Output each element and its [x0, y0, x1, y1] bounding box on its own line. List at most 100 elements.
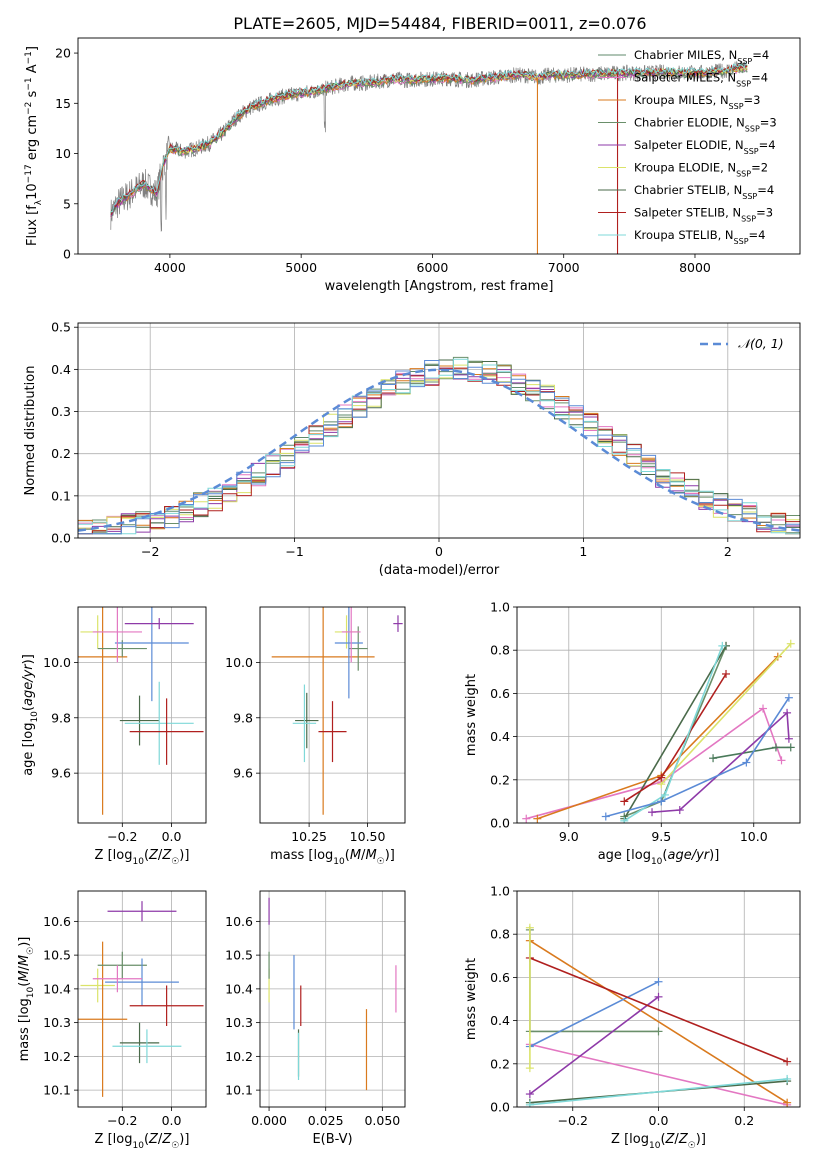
legend-entry: Salpeter MILES, NSSP=4	[634, 71, 768, 89]
x-tick-label: 0.000	[251, 1113, 287, 1128]
y-tick-label: 1.0	[490, 884, 510, 899]
x-tick-label: 10.50	[350, 829, 386, 844]
y-tick-label: 0.3	[51, 404, 71, 419]
mass-weight-line	[605, 697, 790, 818]
mass-weight-vs-metallicity-panel: −0.2 0.0 0.2 0.0 0.2 0.4 0.6 0.8 1.0 Z [log10(Z/Z…	[464, 884, 801, 1151]
age-vs-mass-panel: 10.25 10.50 9.6 9.8 10.0 mass [log10(M/M☉)]	[225, 606, 406, 867]
legend-entry: Kroupa STELIB, NSSP=4	[634, 228, 765, 246]
y-tick-label: 10.1	[43, 1083, 71, 1098]
mass-weight-line	[525, 707, 783, 820]
x-axis-label: (data-model)/error	[379, 563, 500, 578]
y-tick-label: 10.6	[225, 914, 253, 929]
axes-frame	[77, 322, 801, 539]
y-tick-label: 9.6	[233, 766, 253, 781]
mass-weight-line	[529, 1043, 788, 1106]
y-tick-label: 9.8	[233, 710, 253, 725]
y-tick-label: 10.3	[43, 1015, 71, 1030]
y-tick-label: 0.4	[490, 1013, 510, 1028]
x-tick-label: 0.0	[162, 1113, 182, 1128]
y-tick-label: 10.4	[225, 981, 253, 996]
y-axis-label: mass [log10(M/M☉)]	[17, 937, 36, 1062]
y-tick-label: 1.0	[490, 600, 510, 615]
x-tick-label: 8000	[679, 260, 711, 275]
y-tick-label: 0.0	[490, 1100, 510, 1115]
x-tick-label: 1	[579, 544, 587, 559]
x-tick-label: −2	[141, 544, 159, 559]
mass-weight-line	[529, 980, 659, 1048]
axes-frame	[259, 890, 406, 1108]
legend-entry: Chabrier MILES, NSSP=4	[634, 48, 769, 66]
y-axis-label: Normed distribution	[23, 366, 38, 496]
y-tick-label: 0.8	[490, 643, 510, 658]
y-tick-label: 0.4	[490, 729, 510, 744]
y-axis-label: mass weight	[464, 674, 479, 756]
legend-entry: Salpeter ELODIE, NSSP=4	[634, 138, 776, 156]
axes-frame	[516, 606, 801, 824]
y-tick-label: 10.1	[225, 1083, 253, 1098]
plot-area	[78, 607, 204, 815]
mass-weight-line	[529, 940, 788, 1104]
x-tick-label: 0.2	[734, 1113, 754, 1128]
x-axis-label: mass [log10(M/M☉)]	[270, 848, 395, 867]
legend-entry: Kroupa MILES, NSSP=3	[634, 93, 760, 111]
y-tick-label: 0	[63, 247, 71, 262]
axes-frame	[77, 890, 207, 1108]
residual-histogram-step	[78, 358, 800, 535]
y-axis-label: age [log10(age/yr)]	[21, 654, 40, 776]
mass-vs-metallicity-panel: −0.2 0.0 10.1 10.2 10.3 10.4 10.5 10.6 Z [log10(…	[17, 890, 207, 1151]
y-tick-label: 0.8	[490, 927, 510, 942]
axes-frame	[516, 890, 801, 1108]
plot-area	[525, 923, 792, 1107]
axes-frame	[259, 606, 406, 824]
normal-distribution-curve	[78, 368, 800, 532]
y-tick-label: 0.5	[51, 320, 71, 335]
axes-frame	[77, 37, 801, 255]
y-tick-label: 9.8	[51, 710, 71, 725]
x-axis-label: Z [log10(Z/Z☉)]	[611, 1132, 706, 1151]
y-tick-label: 15	[55, 96, 71, 111]
x-axis-label: age [log10(age/yr)]	[598, 848, 720, 867]
mass-vs-extinction-panel: 0.000 0.025 0.050 10.1 10.2 10.3 10.4 10.5 10.6 E…	[225, 890, 406, 1147]
x-tick-label: 4000	[154, 260, 186, 275]
y-tick-label: 10.3	[225, 1015, 253, 1030]
mass-weight-line	[529, 957, 788, 1063]
y-tick-label: 10.0	[225, 655, 253, 670]
y-axis-label: Flux [fλ10−17 erg cm−2 s−1 A−1]	[24, 46, 44, 246]
y-axis-label: mass weight	[464, 958, 479, 1040]
plot-area	[522, 639, 795, 823]
x-axis-label: E(B-V)	[312, 1132, 352, 1147]
y-tick-label: 10.0	[43, 655, 71, 670]
y-tick-label: 10	[55, 146, 71, 161]
legend-entry: 𝒩(0, 1)	[738, 336, 784, 351]
x-tick-label: 10.0	[740, 829, 768, 844]
plot-area	[271, 607, 403, 815]
y-tick-label: 0.6	[490, 686, 510, 701]
mass-weight-line	[529, 1078, 788, 1106]
age-vs-metallicity-panel: −0.2 0.0 9.6 9.8 10.0 Z [log10(Z/Z☉)] age [log…	[21, 606, 207, 867]
legend-entry: Kroupa ELODIE, NSSP=2	[634, 161, 768, 179]
x-tick-label: 6000	[417, 260, 449, 275]
y-tick-label: 0.2	[51, 446, 71, 461]
plot-area	[110, 60, 748, 254]
y-tick-label: 10.2	[225, 1049, 253, 1064]
x-tick-label: 10.25	[291, 829, 327, 844]
y-tick-label: 10.5	[225, 948, 253, 963]
x-axis-label: Z [log10(Z/Z☉)]	[95, 1132, 190, 1151]
x-tick-label: 0.0	[162, 829, 182, 844]
mass-weight-line	[651, 711, 790, 813]
x-axis-label: Z [log10(Z/Z☉)]	[95, 848, 190, 867]
figure-title: PLATE=2605, MJD=54484, FIBERID=0011, z=0…	[233, 14, 646, 33]
residual-histogram-panel: −2 −1 0 1 2 0.0 0.1 0.2 0.3 0.4 0.5 (data-model)/er…	[23, 320, 801, 578]
plot-area	[78, 356, 800, 535]
y-tick-label: 0.1	[51, 488, 71, 503]
y-tick-label: 10.6	[43, 914, 71, 929]
x-tick-label: −1	[285, 544, 303, 559]
axes-frame	[77, 606, 207, 824]
y-tick-label: 0.0	[51, 531, 71, 546]
spectrum-panel: 4000 5000 6000 7000 8000 0 5 10 15 20 wavelength […	[24, 37, 801, 294]
x-tick-label: 9.5	[651, 829, 671, 844]
x-tick-label: 0	[435, 544, 443, 559]
x-tick-label: 2	[724, 544, 732, 559]
x-tick-label: 7000	[548, 260, 580, 275]
